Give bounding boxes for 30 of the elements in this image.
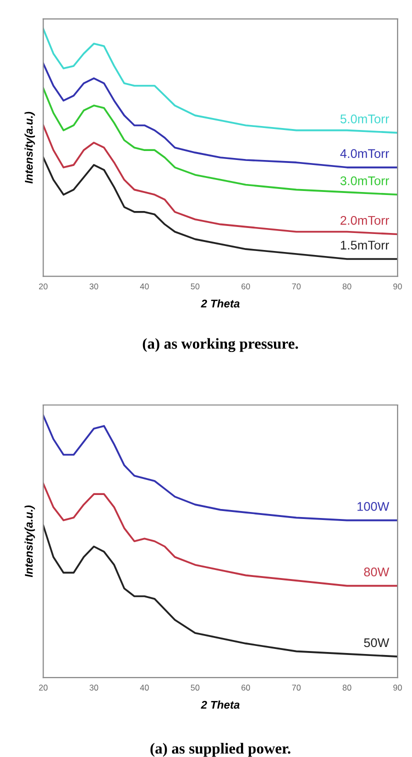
y-axis-title: Intensity(a.u.) [24, 112, 35, 184]
x-tick-label: 70 [292, 283, 301, 290]
x-tick-label: 50 [190, 684, 200, 691]
x-axis-title: 2 Theta [200, 700, 240, 709]
x-tick-label: 60 [242, 283, 250, 290]
y-axis-title: Intensity(a.u.) [24, 505, 35, 578]
x-tick-label: 40 [140, 684, 149, 691]
series-label: 100W [358, 502, 390, 511]
x-axis-title: 2 Theta [200, 299, 240, 308]
text: (a) as supplied power. [150, 742, 290, 757]
x-tick-label: 20 [39, 684, 48, 691]
x-tick-label: 30 [90, 684, 98, 691]
x-tick-label: 60 [242, 684, 250, 691]
x-tick-label: 80 [342, 283, 352, 290]
x-tick-label: 70 [292, 684, 301, 691]
x-tick-label: 90 [393, 283, 402, 290]
series-label: 80W [364, 568, 390, 576]
x-tick-label: 20 [39, 283, 48, 290]
series-label: 50W [364, 638, 390, 648]
series-label: 1.5mTorr [340, 240, 390, 250]
series-label: 3.0mTorr [340, 176, 390, 186]
x-tick-label: 40 [140, 283, 149, 290]
x-tick-label: 50 [190, 283, 200, 290]
series-label: 5.0mTorr [340, 114, 390, 124]
x-tick-label: 90 [393, 684, 402, 691]
series-label: 4.0mTorr [340, 149, 390, 158]
x-tick-label: 30 [90, 283, 98, 290]
x-tick-label: 80 [342, 684, 352, 691]
text: (a) as working pressure. [142, 338, 298, 352]
series-label: 2.0mTorr [340, 216, 390, 225]
